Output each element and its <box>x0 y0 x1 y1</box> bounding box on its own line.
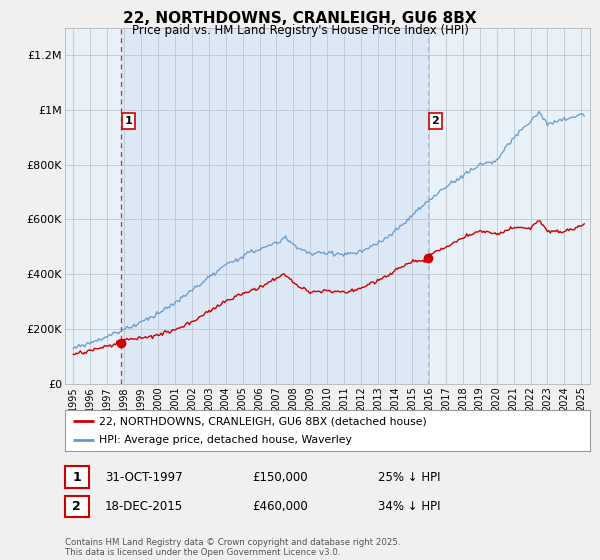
Text: 18-DEC-2015: 18-DEC-2015 <box>105 500 183 514</box>
Text: Contains HM Land Registry data © Crown copyright and database right 2025.
This d: Contains HM Land Registry data © Crown c… <box>65 538 400 557</box>
Text: 2: 2 <box>73 500 81 514</box>
Text: 1: 1 <box>73 470 81 484</box>
Text: 34% ↓ HPI: 34% ↓ HPI <box>378 500 440 514</box>
Text: £460,000: £460,000 <box>252 500 308 514</box>
Text: 1: 1 <box>125 116 133 126</box>
Text: 31-OCT-1997: 31-OCT-1997 <box>105 470 182 484</box>
Text: Price paid vs. HM Land Registry's House Price Index (HPI): Price paid vs. HM Land Registry's House … <box>131 24 469 36</box>
Text: HPI: Average price, detached house, Waverley: HPI: Average price, detached house, Wave… <box>99 435 352 445</box>
Text: 25% ↓ HPI: 25% ↓ HPI <box>378 470 440 484</box>
Text: £150,000: £150,000 <box>252 470 308 484</box>
Text: 2: 2 <box>431 116 439 126</box>
Bar <box>121 28 428 384</box>
Text: 22, NORTHDOWNS, CRANLEIGH, GU6 8BX (detached house): 22, NORTHDOWNS, CRANLEIGH, GU6 8BX (deta… <box>99 417 427 426</box>
Text: 22, NORTHDOWNS, CRANLEIGH, GU6 8BX: 22, NORTHDOWNS, CRANLEIGH, GU6 8BX <box>123 11 477 26</box>
